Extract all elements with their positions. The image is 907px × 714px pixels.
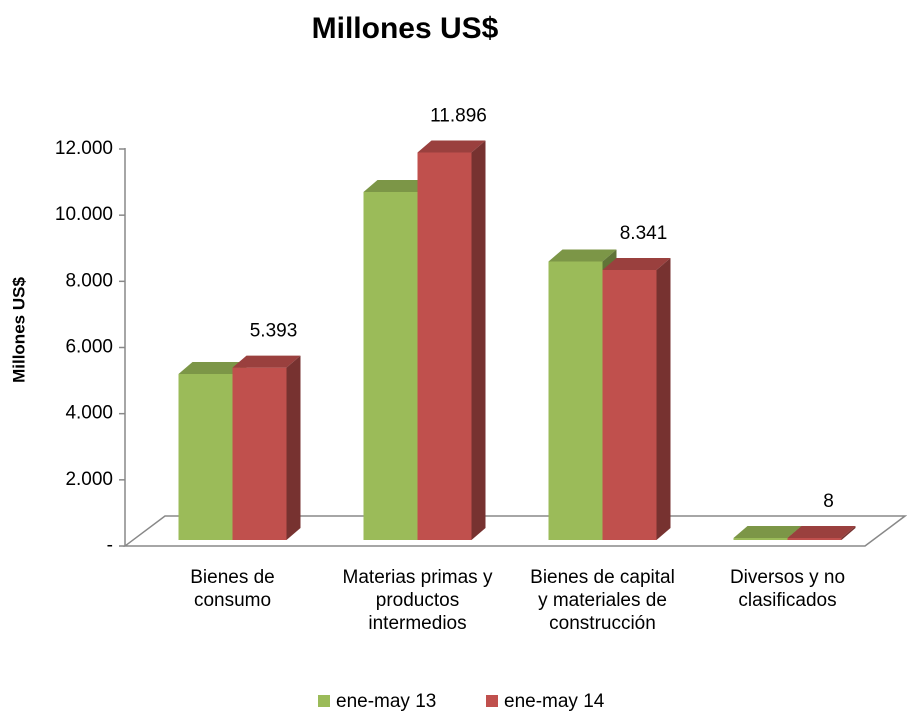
bar — [602, 258, 671, 540]
y-tick-label: 4.000 — [65, 403, 113, 424]
legend-swatch — [486, 695, 498, 707]
y-tick-label: 2.000 — [65, 469, 113, 490]
bar-front — [417, 152, 472, 540]
y-tick-label: - — [107, 535, 113, 556]
bar-top — [733, 526, 802, 538]
bar-front — [363, 192, 418, 540]
legend-label: ene-may 14 — [504, 691, 605, 712]
x-tick-label: Bienes de capital y materiales de constr… — [530, 567, 675, 634]
bar-side — [286, 355, 301, 540]
bar-top — [178, 361, 247, 374]
bar-side — [841, 526, 856, 540]
bar — [417, 140, 486, 540]
bar-top — [363, 180, 432, 193]
y-tick-label: 8.000 — [65, 270, 113, 291]
data-label: 11.896 — [430, 105, 487, 126]
bar-top — [602, 258, 671, 271]
y-tick-label: 6.000 — [65, 337, 113, 358]
bar-front — [178, 373, 233, 540]
chart-title: Millones US$ — [312, 12, 499, 45]
bar-top — [417, 140, 486, 153]
bar-front — [232, 367, 287, 540]
data-label: 5.393 — [250, 321, 298, 342]
x-tick-label: Materias primas y productos intermedios — [342, 567, 493, 634]
y-axis-label: Millones US$ — [9, 277, 28, 383]
x-tick-label: Diversos y no clasificados — [729, 567, 846, 611]
floor — [122, 515, 907, 547]
bar-top — [232, 355, 301, 368]
bar-side — [471, 140, 486, 540]
bar-side — [656, 258, 671, 540]
bar-front — [733, 538, 788, 540]
bar-top — [548, 249, 617, 262]
bar-top — [787, 526, 856, 538]
bar-front — [787, 538, 842, 540]
y-tick-label: 10.000 — [55, 204, 113, 225]
bar — [232, 355, 301, 540]
data-label: 8 — [823, 491, 834, 512]
legend-label: ene-may 13 — [336, 691, 436, 712]
bar-front — [548, 261, 603, 540]
y-tick-label: 12.000 — [55, 138, 113, 159]
bar-front — [602, 270, 657, 540]
legend-swatch — [318, 695, 330, 707]
data-label: 8.341 — [620, 223, 668, 244]
x-tick-label: Bienes de consumo — [190, 567, 275, 611]
bar — [787, 526, 856, 540]
